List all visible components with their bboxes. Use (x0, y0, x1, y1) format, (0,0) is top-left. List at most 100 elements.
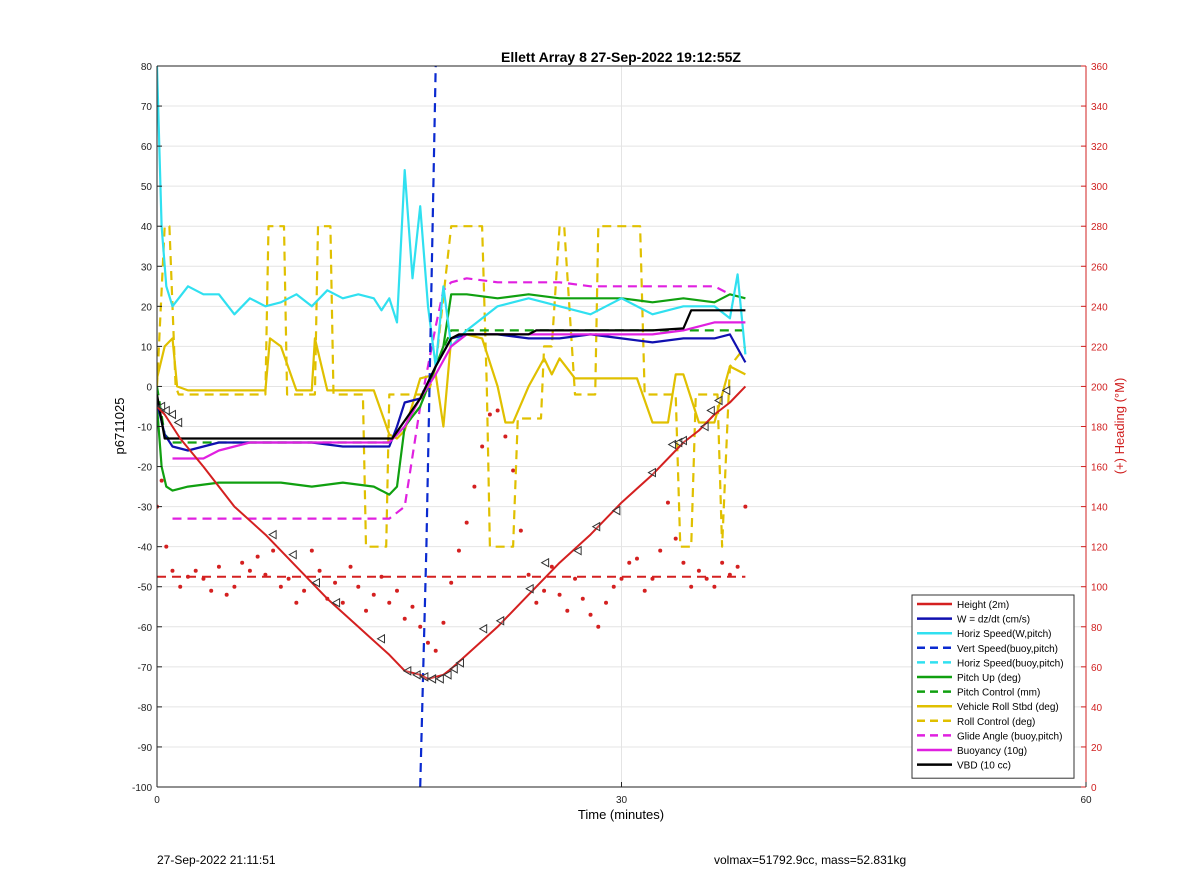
heading-point (364, 608, 369, 613)
legend-label: Roll Control (deg) (957, 717, 1035, 728)
heading-point (611, 584, 616, 589)
y-tick-label: -80 (138, 703, 153, 714)
series-w-dz-dt-cm-s (157, 333, 747, 452)
height-marker (161, 405, 170, 416)
height-marker (402, 665, 412, 676)
heading-point (704, 576, 709, 581)
chart-title: Ellett Array 8 27-Sep-2022 19:12:55Z (501, 49, 741, 65)
heading-point (472, 484, 477, 489)
height-marker (427, 673, 437, 684)
height-marker (495, 615, 505, 626)
heading-point (665, 500, 670, 505)
heading-point (727, 572, 732, 577)
heading-point (278, 584, 283, 589)
y2-tick-label: 220 (1091, 342, 1108, 353)
y-tick-label: 20 (141, 302, 153, 313)
heading-point (286, 576, 291, 581)
heading-point (604, 600, 609, 605)
heading-point (480, 444, 485, 449)
series-vert-speed-buoy-pitch (419, 66, 437, 787)
heading-point (410, 604, 415, 609)
y-tick-label: 40 (141, 222, 153, 233)
heading-point (394, 588, 399, 593)
heading-point (627, 560, 632, 565)
y2-tick-label: 240 (1091, 302, 1108, 313)
heading-point (418, 624, 423, 629)
series-roll-control-deg (157, 225, 747, 548)
legend-label: Pitch Up (deg) (957, 673, 1021, 684)
height-marker (331, 597, 341, 608)
heading-point (495, 408, 500, 413)
heading-point (201, 576, 206, 581)
heading-point (456, 548, 461, 553)
heading-point (542, 588, 547, 593)
x-axis-label: Time (minutes) (578, 807, 664, 822)
height-marker (412, 669, 421, 680)
heading-point (449, 580, 454, 585)
y-tick-label: 70 (141, 102, 153, 113)
heading-point (565, 608, 570, 613)
legend-label: VBD (10 cc) (957, 761, 1011, 772)
heading-point (588, 612, 593, 617)
height-marker (455, 657, 464, 668)
y2-tick-label: 200 (1091, 382, 1108, 393)
height-marker (591, 521, 601, 532)
heading-point (164, 544, 169, 549)
x-tick-label: 60 (1080, 795, 1092, 806)
height-marker (157, 401, 166, 412)
heading-point (356, 584, 361, 589)
y2-axis-label: (+) Heading (°M) (1112, 378, 1127, 475)
y-tick-label: 50 (141, 182, 153, 193)
y2-tick-label: 120 (1091, 543, 1108, 554)
y-tick-label: -70 (138, 663, 153, 674)
series-horiz-speed-w-pitch (157, 66, 747, 368)
y2-tick-label: 140 (1091, 503, 1108, 514)
series-glide-angle-buoy-pitch (172, 277, 731, 520)
height-marker (611, 505, 621, 516)
height-marker (419, 671, 429, 682)
legend-label: Buoyancy (10g) (957, 746, 1027, 757)
heading-point (193, 568, 198, 573)
y2-tick-label: 100 (1091, 583, 1108, 594)
footer-timestamp: 27-Sep-2022 21:11:51 (157, 853, 276, 867)
heading-point (340, 600, 345, 605)
heading-point (387, 600, 392, 605)
y2-tick-label: 180 (1091, 423, 1108, 434)
height-marker (435, 673, 444, 684)
y2-tick-label: 60 (1091, 663, 1103, 674)
series-height-2m (157, 385, 747, 680)
height-marker (667, 439, 677, 450)
heading-point (596, 624, 601, 629)
heading-point (557, 592, 562, 597)
legend-label: Glide Angle (buoy,pitch) (957, 731, 1062, 742)
heading-point (743, 504, 748, 509)
heading-point (511, 468, 516, 473)
legend-label: Vehicle Roll Stbd (deg) (957, 702, 1059, 713)
height-marker (449, 663, 458, 674)
heading-point (712, 584, 717, 589)
heading-point (526, 572, 531, 577)
height-marker (700, 421, 709, 432)
heading-point (333, 580, 338, 585)
heading-point (642, 588, 647, 593)
heading-point (247, 568, 252, 573)
heading-point (348, 564, 353, 569)
y2-tick-label: 320 (1091, 142, 1108, 153)
height-marker (525, 583, 534, 594)
heading-point (487, 412, 492, 417)
legend-label: Horiz Speed(W,pitch) (957, 629, 1051, 640)
height-marker (376, 633, 386, 644)
y-tick-label: -40 (138, 543, 153, 554)
heading-point (294, 600, 299, 605)
heading-point (441, 620, 446, 625)
x-tick-label: 0 (154, 795, 160, 806)
heading-point (658, 548, 663, 553)
y-tick-label: 10 (141, 342, 153, 353)
heading-point (317, 568, 322, 573)
heading-point (534, 600, 539, 605)
x-tick-label: 30 (616, 795, 628, 806)
y-tick-label: -30 (138, 503, 153, 514)
y-tick-label: 30 (141, 262, 153, 273)
y2-tick-label: 360 (1091, 62, 1108, 73)
